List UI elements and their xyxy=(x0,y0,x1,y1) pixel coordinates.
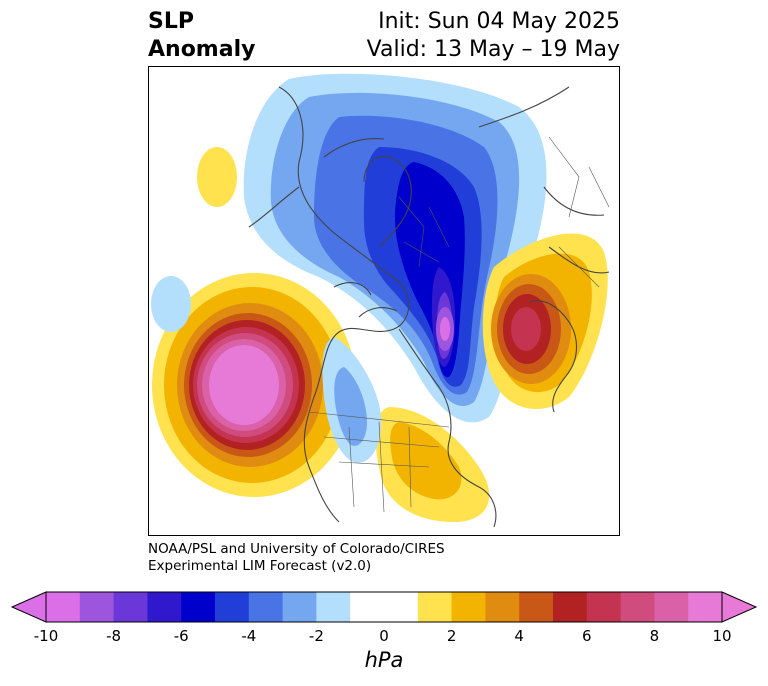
chart-title: SLP Anomaly xyxy=(148,8,255,64)
colorbar-bin xyxy=(451,592,486,622)
colorbar-extend-low xyxy=(10,591,47,623)
colorbar-bin xyxy=(586,592,622,622)
colorbar-bin xyxy=(688,592,723,622)
valid-range: Valid: 13 May – 19 May xyxy=(366,37,620,62)
title-line-2: Anomaly xyxy=(148,37,256,62)
scandinavian-high xyxy=(482,233,608,409)
central-na-negative-core xyxy=(334,367,367,446)
colorbar-bin xyxy=(485,592,520,622)
colorbar-tick-label: -10 xyxy=(33,627,59,645)
colorbar-tick-label: -6 xyxy=(173,627,189,645)
forecast-dates: Init: Sun 04 May 2025 Valid: 13 May – 19… xyxy=(367,8,620,64)
credit-text: NOAA/PSL and University of Colorado/CIRE… xyxy=(148,541,445,575)
colorbar-tick-label: -4 xyxy=(241,627,257,645)
aleutian-high xyxy=(152,273,356,497)
colorbar-tick-label: 0 xyxy=(379,627,389,645)
colorbar-bin xyxy=(620,592,655,622)
colorbar-bin xyxy=(417,592,453,622)
credit-line-1: NOAA/PSL and University of Colorado/CIRE… xyxy=(148,541,445,557)
coastlines xyxy=(248,86,610,528)
title-line-1: SLP xyxy=(148,9,194,34)
colorbar-bin xyxy=(113,592,148,622)
colorbar-tick-label: 6 xyxy=(582,627,592,645)
colorbar-tick-label: -2 xyxy=(308,627,324,645)
colorbar-bin xyxy=(248,592,284,622)
colorbar-bin xyxy=(79,592,115,622)
colorbar-tick-label: 2 xyxy=(446,627,457,645)
colorbar-bin xyxy=(181,592,216,622)
colorbar-bin xyxy=(46,592,81,622)
colorbar-bin xyxy=(553,592,588,622)
colorbar-frame xyxy=(45,591,723,623)
colorbar-tick-label: 10 xyxy=(712,627,732,645)
political-borders xyxy=(308,136,610,513)
colorbar-bin xyxy=(384,592,419,622)
colorbar-bin xyxy=(215,592,250,622)
colorbar-bin xyxy=(282,592,317,622)
colorbar-extend-high xyxy=(721,591,758,623)
colorbar-bin xyxy=(519,592,554,622)
colorbar-bin xyxy=(316,592,351,622)
colorbar-ticks: -10 -8 -6 -4 -2 0 2 4 6 8 10 xyxy=(0,627,768,647)
colorbar-tick-label: 4 xyxy=(514,627,524,645)
colorbar-bin xyxy=(654,592,689,622)
colorbar-bin xyxy=(350,592,385,622)
colorbar-tick-label: 8 xyxy=(649,627,660,645)
map-panel xyxy=(148,66,620,536)
west-pacific-negative xyxy=(151,276,191,332)
arctic-low xyxy=(243,73,547,423)
anomaly-map xyxy=(151,73,610,528)
colorbar-bin xyxy=(147,592,182,622)
colorbar-tick-label: -8 xyxy=(106,627,122,645)
colorbar-svg xyxy=(10,591,758,623)
credit-line-2: Experimental LIM Forecast (v2.0) xyxy=(148,558,372,574)
colorbar-unit: hPa xyxy=(364,648,404,672)
init-date: Init: Sun 04 May 2025 xyxy=(378,9,620,34)
north-pacific-positive xyxy=(197,147,237,207)
colorbar xyxy=(0,588,768,628)
eastern-na-high xyxy=(375,407,490,522)
